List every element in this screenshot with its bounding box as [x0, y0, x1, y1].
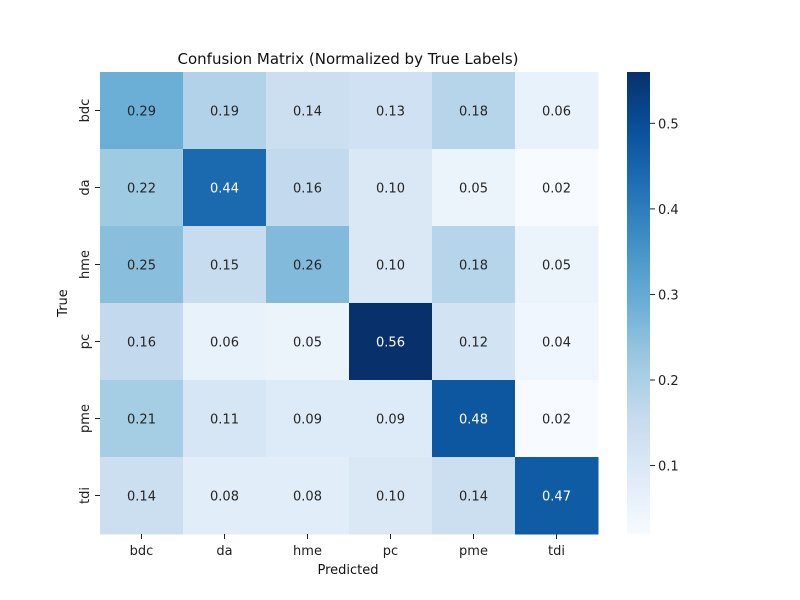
colorbar-ticks: 0.1 0.2 0.3 0.4 0.5 [650, 117, 679, 475]
heatmap-cell [515, 303, 599, 381]
heatmap-cell [100, 457, 184, 535]
cell-value-label: 0.14 [127, 490, 156, 505]
cell-value-label: 0.08 [293, 490, 322, 505]
cell-value-label: 0.44 [210, 182, 239, 197]
cell-value-label: 0.05 [542, 259, 571, 274]
heatmap-cell [183, 226, 267, 304]
cell-value-label: 0.16 [127, 336, 156, 351]
y-axis-label: True [56, 289, 71, 318]
heatmap-cell [432, 303, 516, 381]
heatmap-cell [100, 380, 184, 458]
colorbar-tick-label: 0.1 [658, 460, 679, 475]
x-tick-label: tdi [548, 544, 565, 559]
cell-value-label: 0.12 [459, 336, 488, 351]
heatmap-cell [432, 72, 516, 150]
heatmap-cell [183, 149, 267, 227]
heatmap-cell [266, 226, 350, 304]
heatmap-cell [266, 380, 350, 458]
cell-value-label: 0.26 [293, 259, 322, 274]
y-tick-label: bdc [78, 99, 93, 123]
heatmap-cell [432, 149, 516, 227]
cell-value-label: 0.05 [293, 336, 322, 351]
heatmap-cell [515, 380, 599, 458]
heatmap-cells: 0.29 0.19 0.14 0.13 0.18 0.06 0.22 0.44 0.16 0.10… [100, 72, 599, 535]
x-tick-label: bdc [130, 544, 154, 559]
y-tick-label: pc [78, 334, 93, 349]
cell-value-label: 0.22 [127, 182, 156, 197]
heatmap-cell [349, 226, 433, 304]
heatmap-cell [515, 226, 599, 304]
cell-value-label: 0.25 [127, 259, 156, 274]
x-tick-label: da [216, 544, 232, 559]
x-tick-label: pme [459, 544, 488, 559]
cell-value-label: 0.02 [542, 413, 571, 428]
heatmap-cell [183, 380, 267, 458]
x-axis-ticks: bdc da hme pc pme tdi [130, 534, 565, 559]
heatmap-cell [266, 149, 350, 227]
cell-value-label: 0.10 [376, 259, 405, 274]
cell-value-label: 0.48 [459, 413, 488, 428]
heatmap-cell [266, 72, 350, 150]
cell-value-label: 0.14 [459, 490, 488, 505]
colorbar [627, 72, 650, 534]
y-tick-label: da [78, 179, 93, 195]
colorbar-tick-label: 0.2 [658, 374, 679, 389]
colorbar-tick-label: 0.3 [658, 288, 679, 303]
cell-value-label: 0.11 [210, 413, 239, 428]
heatmap-cell [183, 72, 267, 150]
x-tick-label: pc [383, 544, 398, 559]
cell-value-label: 0.29 [127, 105, 156, 120]
cell-value-label: 0.08 [210, 490, 239, 505]
cell-value-label: 0.15 [210, 259, 239, 274]
heatmap-cell [100, 303, 184, 381]
cell-value-label: 0.09 [293, 413, 322, 428]
heatmap-cell [183, 457, 267, 535]
heatmap-cell [100, 226, 184, 304]
cell-value-label: 0.16 [293, 182, 322, 197]
heatmap-cell [100, 149, 184, 227]
heatmap-cell [183, 303, 267, 381]
cell-value-label: 0.14 [293, 105, 322, 120]
y-tick-label: hme [78, 250, 93, 279]
cell-value-label: 0.06 [210, 336, 239, 351]
x-axis-label: Predicted [317, 563, 378, 578]
heatmap-cell [349, 380, 433, 458]
heatmap-cell [266, 303, 350, 381]
colorbar-tick-label: 0.4 [658, 203, 679, 218]
chart-title: Confusion Matrix (Normalized by True Lab… [178, 50, 519, 68]
cell-value-label: 0.18 [459, 259, 488, 274]
cell-value-label: 0.13 [376, 105, 405, 120]
y-axis-ticks: bdc da hme pc pme tdi [78, 99, 100, 504]
heatmap-cell [349, 72, 433, 150]
heatmap-cell [432, 457, 516, 535]
heatmap-cell [515, 72, 599, 150]
heatmap-cell [266, 457, 350, 535]
colorbar-tick-label: 0.5 [658, 117, 679, 132]
heatmap-cell [432, 226, 516, 304]
cell-value-label: 0.19 [210, 105, 239, 120]
cell-value-label: 0.06 [542, 105, 571, 120]
cell-value-label: 0.47 [542, 490, 571, 505]
cell-value-label: 0.04 [542, 336, 571, 351]
cell-value-label: 0.09 [376, 413, 405, 428]
heatmap-cell [100, 72, 184, 150]
cell-value-label: 0.21 [127, 413, 156, 428]
y-tick-label: tdi [78, 487, 93, 504]
cell-value-label: 0.05 [459, 182, 488, 197]
heatmap-cell [349, 149, 433, 227]
y-tick-label: pme [78, 404, 93, 433]
heatmap-cell [349, 303, 433, 381]
heatmap-cell [515, 149, 599, 227]
heatmap-cell [432, 380, 516, 458]
x-tick-label: hme [293, 544, 322, 559]
cell-value-label: 0.10 [376, 182, 405, 197]
heatmap-cell [515, 457, 599, 535]
cell-value-label: 0.18 [459, 105, 488, 120]
cell-value-label: 0.10 [376, 490, 405, 505]
heatmap-cell [349, 457, 433, 535]
cell-value-label: 0.56 [376, 336, 405, 351]
cell-value-label: 0.02 [542, 182, 571, 197]
